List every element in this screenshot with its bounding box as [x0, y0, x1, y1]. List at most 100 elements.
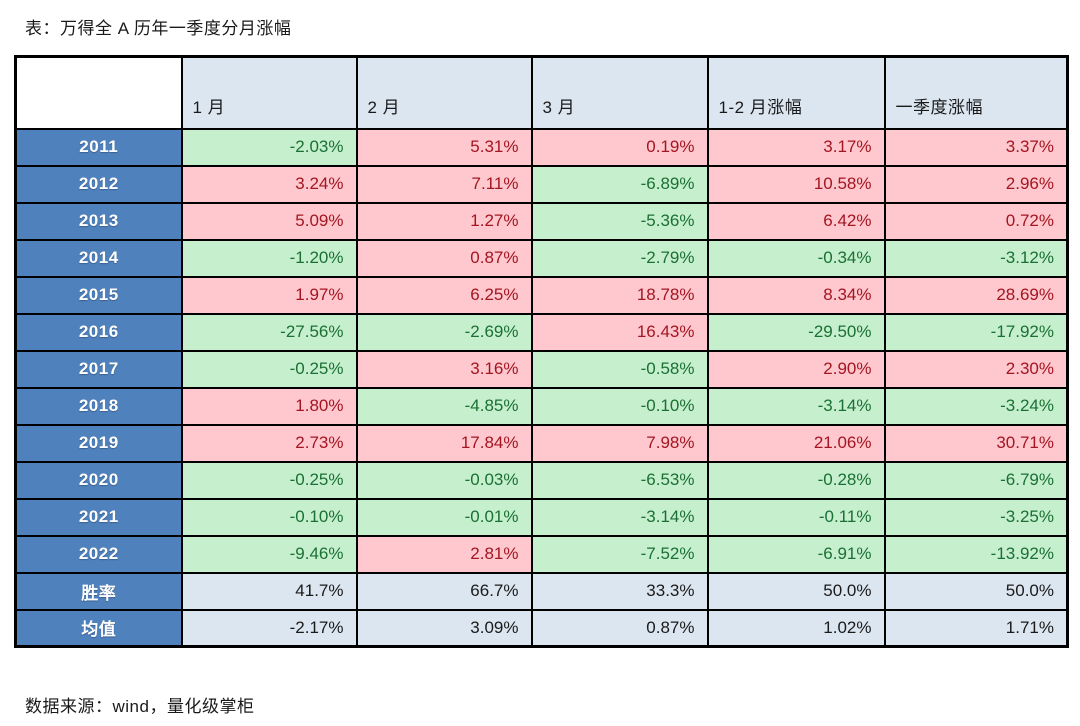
value-cell: 66.7%	[355, 571, 533, 611]
value-cell: -2.69%	[355, 312, 533, 352]
row-label-cell: 2022	[14, 534, 183, 574]
value-cell: -6.91%	[706, 534, 886, 574]
value-cell: 2.90%	[706, 349, 886, 389]
value-cell: 41.7%	[180, 571, 358, 611]
value-cell: -0.28%	[706, 460, 886, 500]
table-row: 2020 -0.25% -0.03% -6.53% -0.28% -6.79%	[14, 460, 1069, 500]
value-cell: -7.52%	[530, 534, 709, 574]
value-cell: 7.98%	[530, 423, 709, 463]
value-cell: 1.97%	[180, 275, 358, 315]
value-cell: -2.17%	[180, 608, 358, 648]
column-header-cell: 3 月	[530, 55, 709, 130]
table-row: 胜率 41.7% 66.7% 33.3% 50.0% 50.0%	[14, 571, 1069, 611]
column-header-cell: 1 月	[180, 55, 358, 130]
value-cell: 5.09%	[180, 201, 358, 241]
row-label-cell: 2015	[14, 275, 183, 315]
value-cell: 17.84%	[355, 423, 533, 463]
value-cell: 3.37%	[883, 127, 1069, 167]
table-row: 2018 1.80% -4.85% -0.10% -3.14% -3.24%	[14, 386, 1069, 426]
value-cell: 10.58%	[706, 164, 886, 204]
row-label-cell: 2016	[14, 312, 183, 352]
value-cell: 3.17%	[706, 127, 886, 167]
value-cell: 1.27%	[355, 201, 533, 241]
value-cell: 2.73%	[180, 423, 358, 463]
row-label-cell: 2011	[14, 127, 183, 167]
data-source-note: 数据来源：wind，量化级掌柜	[25, 697, 255, 716]
value-cell: 6.42%	[706, 201, 886, 241]
value-cell: -0.25%	[180, 460, 358, 500]
table-row: 均值 -2.17% 3.09% 0.87% 1.02% 1.71%	[14, 608, 1069, 648]
value-cell: -0.03%	[355, 460, 533, 500]
value-cell: -6.53%	[530, 460, 709, 500]
value-cell: 6.25%	[355, 275, 533, 315]
table-title: 表：万得全 A 历年一季度分月涨幅	[25, 19, 292, 38]
value-cell: -6.79%	[883, 460, 1069, 500]
value-cell: -3.12%	[883, 238, 1069, 278]
table-row: 2022 -9.46% 2.81% -7.52% -6.91% -13.92%	[14, 534, 1069, 574]
value-cell: 30.71%	[883, 423, 1069, 463]
value-cell: -3.24%	[883, 386, 1069, 426]
value-cell: -5.36%	[530, 201, 709, 241]
value-cell: 3.24%	[180, 164, 358, 204]
value-cell: 0.87%	[355, 238, 533, 278]
column-header-cell: 2 月	[355, 55, 533, 130]
row-label-cell: 2019	[14, 423, 183, 463]
value-cell: 2.96%	[883, 164, 1069, 204]
value-cell: -0.01%	[355, 497, 533, 537]
value-cell: -1.20%	[180, 238, 358, 278]
table-row: 2017 -0.25% 3.16% -0.58% 2.90% 2.30%	[14, 349, 1069, 389]
row-label-cell: 2014	[14, 238, 183, 278]
value-cell: 50.0%	[706, 571, 886, 611]
value-cell: 5.31%	[355, 127, 533, 167]
column-header-cell: 1-2 月涨幅	[706, 55, 886, 130]
value-cell: 1.71%	[883, 608, 1069, 648]
value-cell: -0.25%	[180, 349, 358, 389]
value-cell: 0.72%	[883, 201, 1069, 241]
row-label-cell: 均值	[14, 608, 183, 648]
table-body: 2011 -2.03% 5.31% 0.19% 3.17% 3.37% 2012 3.24% 7…	[14, 127, 1069, 648]
value-cell: 2.30%	[883, 349, 1069, 389]
table-row: 2014 -1.20% 0.87% -2.79% -0.34% -3.12%	[14, 238, 1069, 278]
value-cell: -0.58%	[530, 349, 709, 389]
value-cell: -9.46%	[180, 534, 358, 574]
table-row: 2013 5.09% 1.27% -5.36% 6.42% 0.72%	[14, 201, 1069, 241]
value-cell: 3.16%	[355, 349, 533, 389]
value-cell: 21.06%	[706, 423, 886, 463]
value-cell: -0.10%	[530, 386, 709, 426]
table-row: 2012 3.24% 7.11% -6.89% 10.58% 2.96%	[14, 164, 1069, 204]
row-label-cell: 胜率	[14, 571, 183, 611]
row-label-cell: 2012	[14, 164, 183, 204]
value-cell: 1.80%	[180, 386, 358, 426]
value-cell: -29.50%	[706, 312, 886, 352]
value-cell: 33.3%	[530, 571, 709, 611]
table-row: 2019 2.73% 17.84% 7.98% 21.06% 30.71%	[14, 423, 1069, 463]
value-cell: 16.43%	[530, 312, 709, 352]
value-cell: 2.81%	[355, 534, 533, 574]
column-header-cell: 一季度涨幅	[883, 55, 1069, 130]
row-label-cell: 2013	[14, 201, 183, 241]
table-row: 2015 1.97% 6.25% 18.78% 8.34% 28.69%	[14, 275, 1069, 315]
value-cell: 3.09%	[355, 608, 533, 648]
row-label-cell: 2021	[14, 497, 183, 537]
corner-header-cell	[14, 55, 183, 130]
value-cell: -0.34%	[706, 238, 886, 278]
value-cell: -27.56%	[180, 312, 358, 352]
value-cell: -17.92%	[883, 312, 1069, 352]
value-cell: -0.10%	[180, 497, 358, 537]
value-cell: 50.0%	[883, 571, 1069, 611]
value-cell: -13.92%	[883, 534, 1069, 574]
row-label-cell: 2018	[14, 386, 183, 426]
table-row: 2021 -0.10% -0.01% -3.14% -0.11% -3.25%	[14, 497, 1069, 537]
value-cell: -0.11%	[706, 497, 886, 537]
value-cell: -6.89%	[530, 164, 709, 204]
value-cell: 18.78%	[530, 275, 709, 315]
value-cell: 0.19%	[530, 127, 709, 167]
value-cell: -2.79%	[530, 238, 709, 278]
value-cell: -4.85%	[355, 386, 533, 426]
table-row: 2011 -2.03% 5.31% 0.19% 3.17% 3.37%	[14, 127, 1069, 167]
value-cell: -3.14%	[706, 386, 886, 426]
table-row: 2016 -27.56% -2.69% 16.43% -29.50% -17.92%	[14, 312, 1069, 352]
value-cell: 0.87%	[530, 608, 709, 648]
